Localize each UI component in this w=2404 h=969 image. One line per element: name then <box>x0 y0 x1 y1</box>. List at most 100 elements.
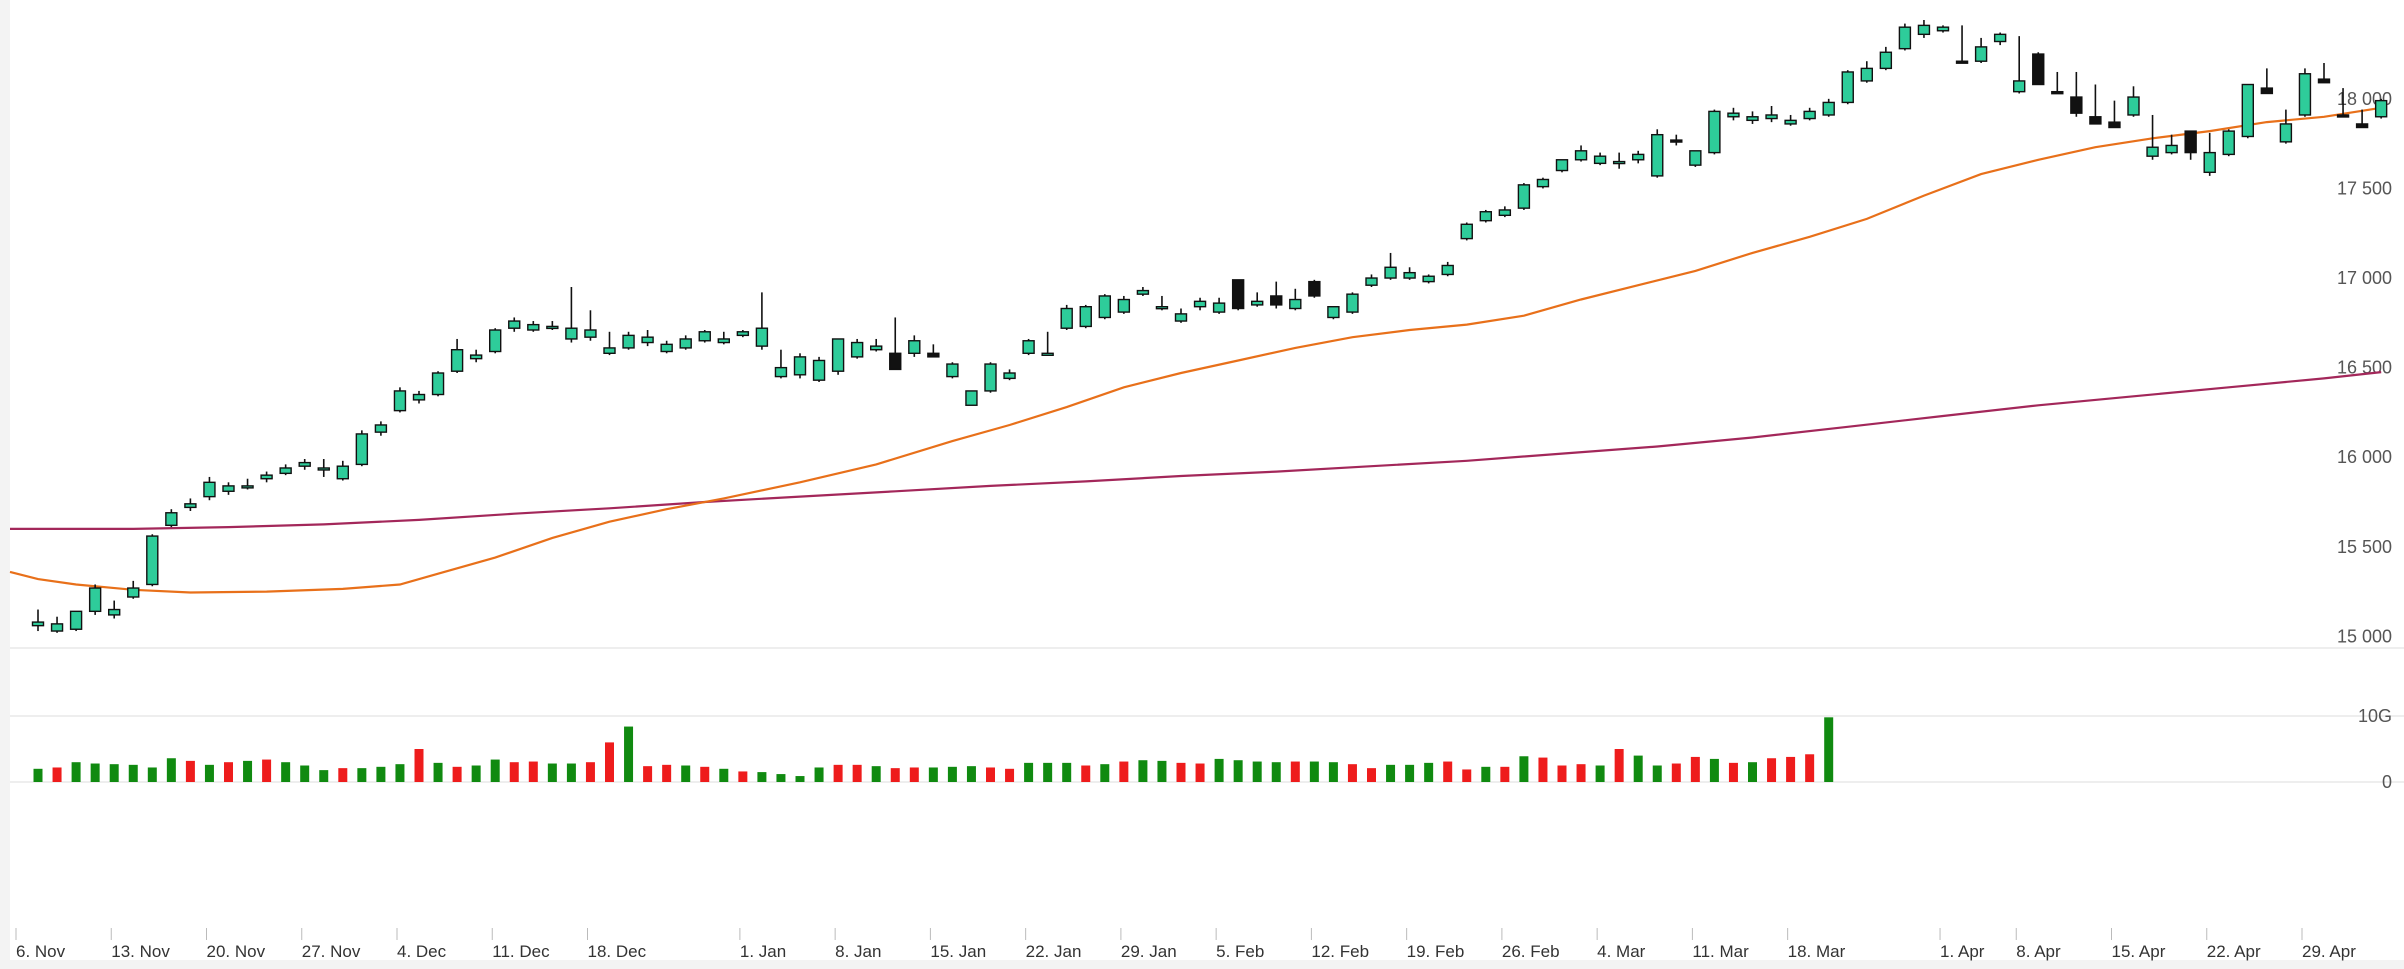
candle-body <box>527 323 540 331</box>
candle-body <box>546 325 559 330</box>
volume-bar <box>452 766 462 782</box>
candle-body <box>2108 121 2121 129</box>
volume-bar <box>319 770 329 782</box>
candle-body <box>298 461 311 467</box>
volume-bar <box>757 772 767 782</box>
candle-body <box>1822 101 1835 116</box>
volume-bar <box>1328 762 1338 782</box>
x-tick-label: 4. Dec <box>397 942 447 961</box>
volume-bar <box>471 765 481 782</box>
volume-bar <box>1024 762 1034 782</box>
volume-bar <box>738 771 748 782</box>
volume-bar <box>1709 758 1719 782</box>
candle-body <box>2070 96 2083 114</box>
candle-body <box>1689 150 1702 166</box>
volume-bar <box>433 762 443 782</box>
candle-body <box>870 345 883 351</box>
x-tick-label: 22. Apr <box>2207 942 2261 961</box>
candle-body <box>755 327 769 347</box>
volume-bar <box>1748 762 1757 782</box>
volume-bar <box>719 768 729 782</box>
x-tick-label: 1. Apr <box>1940 942 1985 961</box>
candle-body <box>165 512 178 527</box>
volume-bar <box>1252 761 1262 782</box>
volume-bar <box>243 760 253 782</box>
volume-bar <box>1119 761 1129 782</box>
candle-body <box>736 331 750 337</box>
candle-body <box>88 587 102 613</box>
candle-body <box>69 610 83 630</box>
volume-bar <box>947 766 957 782</box>
volume-bar <box>1652 765 1662 782</box>
candle-body <box>1327 306 1340 319</box>
x-tick-label: 19. Feb <box>1407 942 1465 961</box>
plot-background <box>10 0 2404 960</box>
volume-bar <box>147 767 157 782</box>
x-tick-label: 4. Mar <box>1597 942 1646 961</box>
x-tick-label: 27. Nov <box>302 942 361 961</box>
volume-bar <box>1443 761 1453 782</box>
volume-bar <box>1671 763 1681 782</box>
candle-body <box>1841 71 1854 104</box>
x-tick-label: 11. Dec <box>492 942 550 961</box>
candle-body <box>1441 264 1454 276</box>
volume-bar <box>909 767 919 782</box>
candle-body <box>984 363 997 392</box>
volume-bar <box>833 764 843 782</box>
volume-bar <box>224 762 233 782</box>
candle-body <box>412 393 426 401</box>
volume-tick-label: 10G <box>2358 706 2392 726</box>
volume-bar <box>795 776 805 782</box>
candle-body <box>2127 96 2140 116</box>
volume-bar <box>52 767 62 782</box>
candle-body <box>431 372 445 396</box>
candle-body <box>641 336 654 344</box>
candle-body <box>2317 78 2331 84</box>
volume-bar <box>1633 755 1643 782</box>
x-tick-label: 18. Mar <box>1788 942 1846 961</box>
volume-bar <box>1309 761 1319 782</box>
candle-body <box>2241 83 2255 138</box>
volume-bar <box>128 764 138 782</box>
candle-body <box>355 433 369 466</box>
volume-bar <box>1062 762 1072 782</box>
volume-bar <box>1481 766 1491 782</box>
volume-bar <box>1005 768 1015 782</box>
candle-body <box>1574 150 1588 161</box>
candle-body <box>889 352 902 371</box>
candle-body <box>1555 159 1569 172</box>
ma-short-line <box>9 106 2382 594</box>
volume-bar <box>1367 768 1376 782</box>
volume-bar <box>814 767 824 782</box>
candle-body <box>698 331 711 342</box>
candle-body <box>1917 24 1931 36</box>
candle-body <box>508 320 521 329</box>
volume-tick-label: 0 <box>2382 772 2392 792</box>
volume-bar <box>1043 762 1053 782</box>
x-tick-label: 8. Apr <box>2016 942 2061 961</box>
volume-bar <box>166 758 176 782</box>
candle-body <box>1479 211 1493 222</box>
candle-body <box>1860 67 1874 82</box>
candle-body <box>146 535 159 586</box>
candle-body <box>489 329 502 353</box>
candle-body <box>927 352 940 358</box>
volume-bar <box>1157 760 1167 782</box>
candle-body <box>184 503 197 509</box>
candle-body <box>1517 184 1531 209</box>
volume-bar <box>585 762 595 782</box>
x-tick-label: 5. Feb <box>1216 942 1264 961</box>
candle-body <box>1422 275 1435 283</box>
candle-body <box>679 338 692 349</box>
volume-bar <box>338 768 348 782</box>
candle-body <box>1498 209 1512 217</box>
candle-body <box>2051 90 2064 95</box>
price-tick-label: 15 500 <box>2337 537 2392 557</box>
candle-body <box>1670 139 1683 143</box>
volume-bar <box>1462 769 1472 782</box>
volume-bar <box>1767 758 1777 782</box>
candle-body <box>241 485 254 489</box>
candle-body <box>50 623 64 632</box>
